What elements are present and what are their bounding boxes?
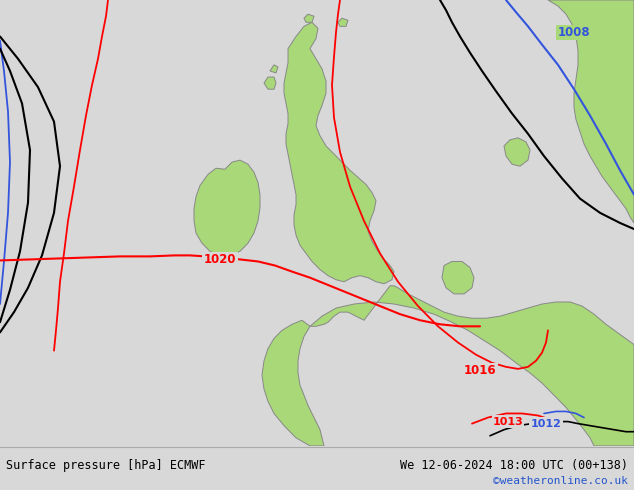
Polygon shape <box>504 138 530 166</box>
Polygon shape <box>284 22 394 284</box>
Text: 1013: 1013 <box>493 416 524 427</box>
Polygon shape <box>262 320 324 446</box>
Polygon shape <box>338 18 348 26</box>
Polygon shape <box>310 286 634 446</box>
Text: We 12-06-2024 18:00 UTC (00+138): We 12-06-2024 18:00 UTC (00+138) <box>399 459 628 472</box>
Polygon shape <box>194 160 260 255</box>
Text: 1012: 1012 <box>531 418 562 429</box>
Polygon shape <box>270 65 278 73</box>
Polygon shape <box>442 262 474 294</box>
Polygon shape <box>548 0 634 223</box>
Text: 1008: 1008 <box>558 26 590 39</box>
Text: 1020: 1020 <box>204 253 236 266</box>
Text: 1016: 1016 <box>463 365 496 377</box>
Polygon shape <box>264 77 276 89</box>
Text: ©weatheronline.co.uk: ©weatheronline.co.uk <box>493 476 628 487</box>
Text: Surface pressure [hPa] ECMWF: Surface pressure [hPa] ECMWF <box>6 459 206 472</box>
Polygon shape <box>304 14 314 22</box>
